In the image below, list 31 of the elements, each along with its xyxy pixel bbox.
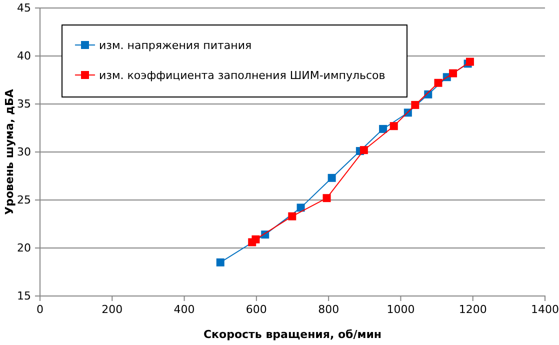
y-tick-label: 45 xyxy=(17,2,31,15)
y-axis-title: Уровень шума, дБА xyxy=(3,88,16,215)
point xyxy=(328,174,336,182)
x-tick-label: 200 xyxy=(102,302,123,316)
y-tick-label: 15 xyxy=(17,290,31,303)
y-tick-label: 30 xyxy=(17,146,31,159)
y-tick-label: 25 xyxy=(17,194,31,207)
point xyxy=(379,124,388,133)
legend-label: изм. напряжения питания xyxy=(99,39,252,52)
y-tick-label: 20 xyxy=(17,242,31,255)
point xyxy=(288,212,296,220)
x-tick-label: 600 xyxy=(246,302,267,316)
x-axis-title: Скорость вращения, об/мин xyxy=(203,328,382,341)
point xyxy=(322,194,331,202)
point xyxy=(252,235,260,244)
point xyxy=(216,258,224,266)
x-tick-label: 400 xyxy=(174,302,195,316)
x-tick-label: 1200 xyxy=(458,302,487,316)
x-tick-label: 1400 xyxy=(531,302,559,316)
point xyxy=(390,122,398,130)
x-tick-label: 1000 xyxy=(386,302,415,316)
y-tick-label: 35 xyxy=(17,98,31,111)
x-tick-label: 0 xyxy=(36,302,44,316)
point xyxy=(296,204,305,212)
y-tick-label: 40 xyxy=(17,50,31,63)
point xyxy=(411,100,420,109)
point xyxy=(434,78,442,87)
point xyxy=(449,69,458,78)
legend-label: изм. коэффициента заполнения ШИМ-импульсов xyxy=(99,69,386,82)
x-tick-label: 800 xyxy=(318,302,340,316)
point xyxy=(360,146,368,154)
